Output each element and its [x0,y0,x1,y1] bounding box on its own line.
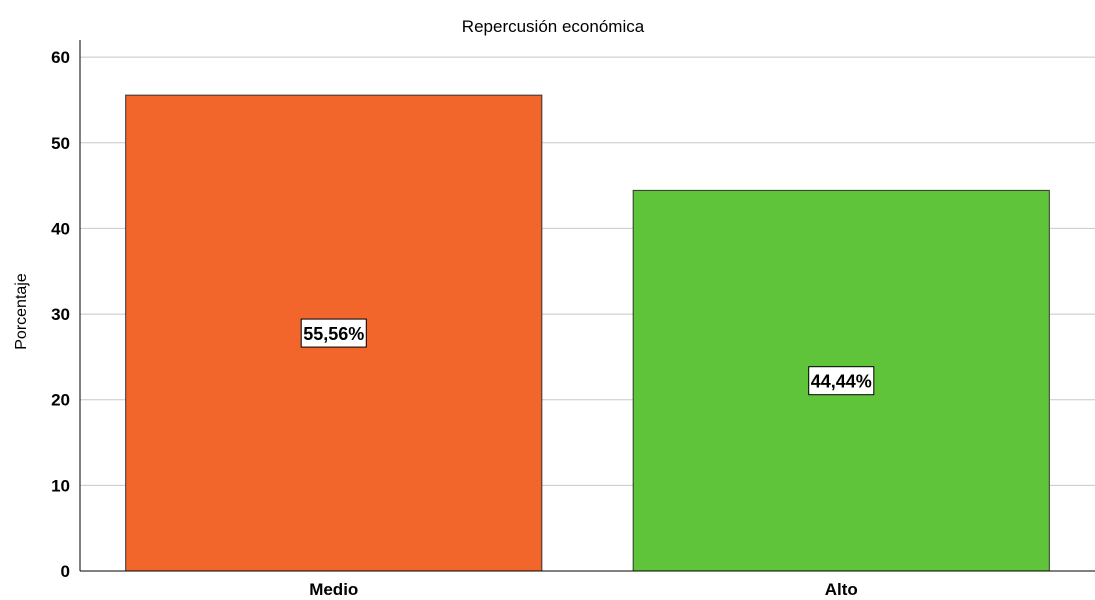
axes [79,40,1095,572]
data-label-box [300,318,367,348]
y-tick-label: 0 [61,562,70,581]
y-tick-label: 40 [51,219,70,238]
y-tick-labels: 0 10 20 30 40 50 60 [51,48,70,581]
y-tick-label: 50 [51,134,70,153]
x-category-label: Medio [309,580,358,599]
x-category-labels: Medio Alto [309,580,858,599]
y-tick-label: 60 [51,48,70,67]
data-labels: 55,56% 44,44% [300,318,875,396]
y-tick-label: 10 [51,476,70,495]
y-tick-label: 30 [51,305,70,324]
x-category-label: Alto [825,580,858,599]
chart-title: Repercusión económica [462,17,645,36]
data-label-medio: 55,56% [300,318,367,348]
data-label-text: 55,56% [303,324,364,344]
y-tick-label: 20 [51,391,70,410]
bars [125,94,1050,572]
y-axis-title: Porcentaje [13,273,30,350]
data-label-text: 44,44% [811,372,872,392]
data-label-alto: 44,44% [808,366,875,396]
data-label-box [808,366,875,396]
